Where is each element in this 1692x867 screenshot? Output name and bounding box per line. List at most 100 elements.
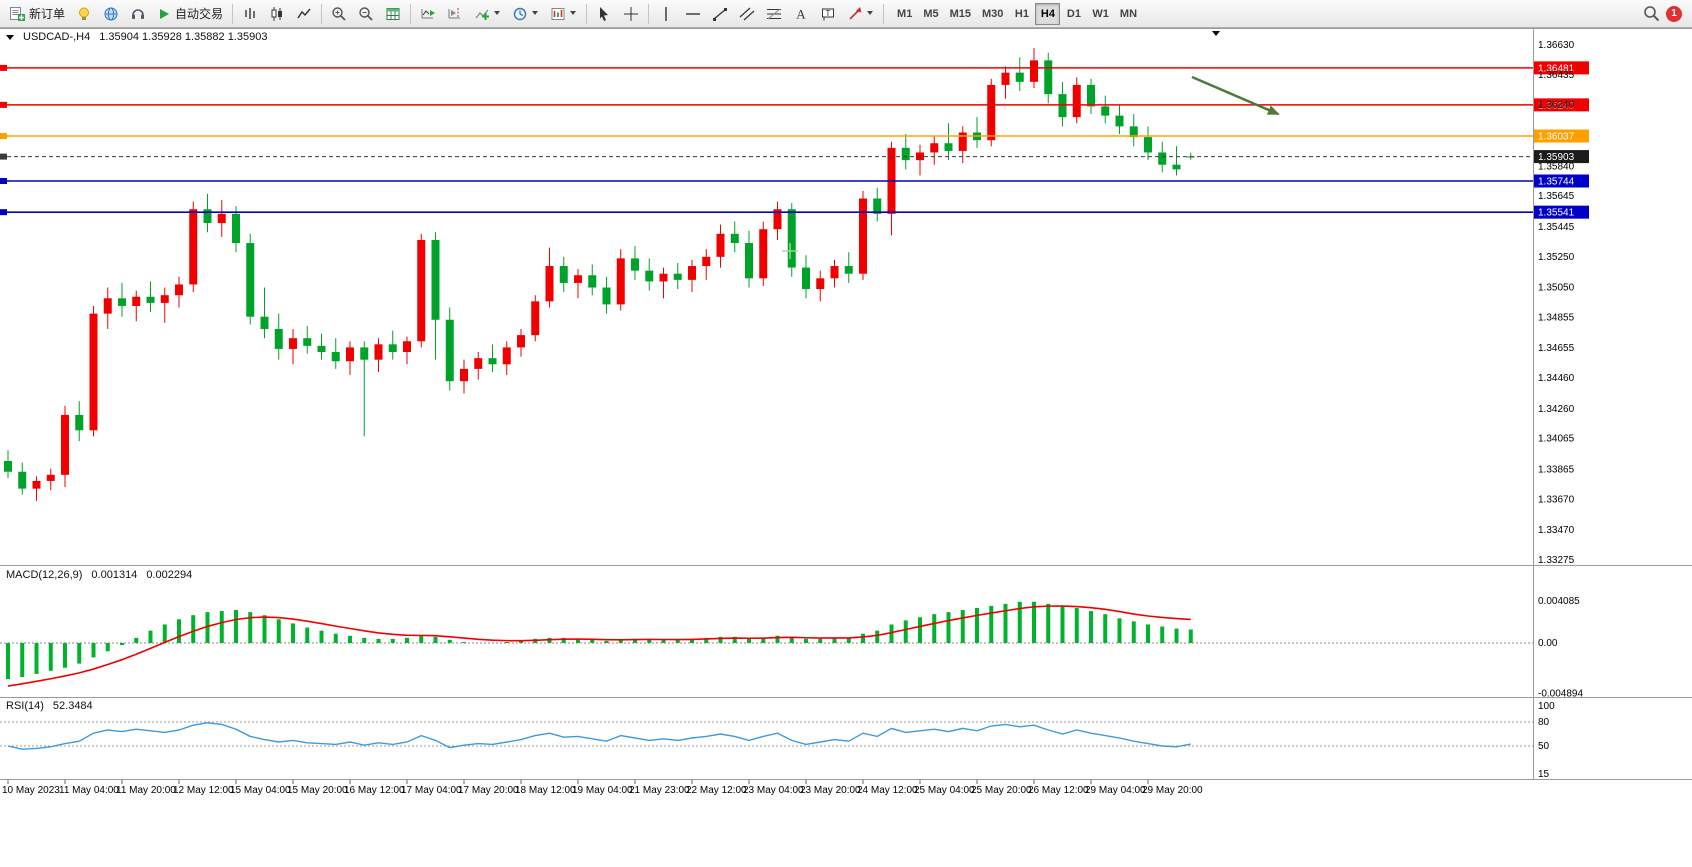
- timeframe-w1[interactable]: W1: [1087, 3, 1114, 25]
- indicators-icon: [475, 9, 490, 20]
- hlines-layer[interactable]: 1.36481 1.36240 1.36037 1.35744 1.35541 1.359…: [0, 61, 1589, 219]
- candles-layer: [4, 48, 1195, 501]
- rsi-label: RSI(14) 52.3484: [6, 700, 93, 712]
- periods-button[interactable]: [507, 2, 544, 26]
- timeframe-m1[interactable]: M1: [892, 3, 917, 25]
- headset-icon: [132, 8, 145, 19]
- cursor-tool-button[interactable]: [591, 2, 617, 26]
- svg-text:26 May 12:00: 26 May 12:00: [1028, 785, 1089, 796]
- svg-text:1.36037: 1.36037: [1538, 132, 1575, 143]
- svg-text:15 May 20:00: 15 May 20:00: [287, 785, 348, 796]
- zoom-out-icon: [359, 6, 373, 21]
- toolbar-separator: [232, 3, 234, 24]
- chevron-down-icon: [532, 11, 539, 15]
- rsi-name: RSI(14): [6, 700, 44, 712]
- line-chart-icon: [297, 8, 311, 18]
- timeframe-m30[interactable]: M30: [977, 3, 1008, 25]
- svg-text:T: T: [826, 8, 831, 17]
- bar-chart-mode-button[interactable]: [237, 2, 263, 26]
- trend-arrow: [1191, 75, 1280, 116]
- lightbulb-button[interactable]: [71, 2, 97, 26]
- play-icon: [160, 8, 170, 19]
- support-button[interactable]: [125, 2, 151, 26]
- svg-text:1.33275: 1.33275: [1538, 555, 1575, 566]
- chart-dropdown-icon[interactable]: [6, 34, 14, 40]
- fibonacci-tool-button[interactable]: [761, 2, 787, 26]
- svg-text:29 May 20:00: 29 May 20:00: [1142, 785, 1203, 796]
- crosshair-tool-button[interactable]: [618, 2, 644, 26]
- toolbar-separator: [586, 3, 588, 24]
- chart-shift-icon: [448, 7, 461, 18]
- template-icon: [551, 7, 565, 20]
- cursor-icon: [600, 6, 609, 21]
- text-tool-button[interactable]: A: [788, 2, 814, 26]
- zoom-out-button[interactable]: [353, 2, 379, 26]
- svg-text:1.36435: 1.36435: [1538, 70, 1575, 81]
- svg-text:25 May 20:00: 25 May 20:00: [971, 785, 1032, 796]
- auto-scroll-button[interactable]: [415, 2, 441, 26]
- panel-borders: [0, 28, 1692, 780]
- toolbar-separator: [321, 3, 323, 24]
- data-table-button[interactable]: [380, 2, 406, 26]
- timeframe-m5[interactable]: M5: [918, 3, 943, 25]
- chart-title: USDCAD-,H4 1.35904 1.35928 1.35882 1.359…: [6, 31, 267, 43]
- timeframe-h1[interactable]: H1: [1009, 3, 1034, 25]
- svg-text:1.35541: 1.35541: [1538, 208, 1575, 219]
- svg-text:10 May 2023: 10 May 2023: [2, 785, 60, 796]
- timeframe-m15[interactable]: M15: [945, 3, 976, 25]
- svg-text:1.35840: 1.35840: [1538, 161, 1575, 172]
- label-tool-button[interactable]: T: [815, 2, 841, 26]
- svg-text:50: 50: [1538, 741, 1550, 752]
- toolbar-separator: [410, 3, 412, 24]
- notification-badge[interactable]: 1: [1666, 5, 1682, 22]
- timeframe-mn[interactable]: MN: [1115, 3, 1142, 25]
- svg-text:15 May 04:00: 15 May 04:00: [230, 785, 291, 796]
- svg-text:1.33470: 1.33470: [1538, 525, 1575, 536]
- svg-text:19 May 04:00: 19 May 04:00: [572, 785, 633, 796]
- chart-ohlc: 1.35904 1.35928 1.35882 1.35903: [99, 31, 268, 43]
- indicators-button[interactable]: [469, 2, 506, 26]
- svg-text:1.35445: 1.35445: [1538, 222, 1575, 233]
- trendline-tool-button[interactable]: [707, 2, 733, 26]
- chevron-down-icon: [867, 11, 874, 15]
- svg-text:A: A: [796, 6, 806, 21]
- candlestick-mode-button[interactable]: [264, 2, 290, 26]
- svg-text:16 May 12:00: 16 May 12:00: [344, 785, 405, 796]
- zoom-in-button[interactable]: [326, 2, 352, 26]
- search-icon[interactable]: [1643, 5, 1660, 22]
- zoom-in-icon: [332, 6, 346, 21]
- svg-text:1.36240: 1.36240: [1538, 100, 1575, 111]
- templates-button[interactable]: [545, 2, 582, 26]
- lightbulb-icon: [79, 7, 90, 20]
- toolbar-separator: [883, 3, 885, 24]
- new-order-label: 新订单: [29, 7, 66, 21]
- arrows-tool-button[interactable]: [842, 2, 879, 26]
- horizontal-line-icon: [686, 12, 701, 15]
- line-chart-mode-button[interactable]: [291, 2, 317, 26]
- chevron-down-icon: [494, 11, 501, 15]
- svg-text:80: 80: [1538, 717, 1550, 728]
- rsi-panel: 100 80 50 15: [0, 701, 1555, 780]
- horizontal-line-tool-button[interactable]: [680, 2, 706, 26]
- candlestick-icon: [271, 6, 283, 21]
- crosshair-icon: [624, 6, 639, 21]
- svg-text:1.35903: 1.35903: [1538, 152, 1575, 163]
- autotrading-button[interactable]: 自动交易: [152, 2, 228, 26]
- timeframe-h4[interactable]: H4: [1035, 2, 1061, 25]
- chart-shift-button[interactable]: [442, 2, 468, 26]
- annotations-layer[interactable]: [782, 31, 1280, 259]
- new-order-button[interactable]: 新订单: [4, 2, 70, 26]
- timeframe-d1[interactable]: D1: [1061, 3, 1086, 25]
- vertical-line-icon: [665, 6, 667, 21]
- community-button[interactable]: [98, 2, 124, 26]
- new-order-icon: [10, 6, 25, 21]
- chevron-down-icon: [570, 11, 577, 15]
- channel-tool-button[interactable]: [734, 2, 760, 26]
- svg-text:100: 100: [1538, 701, 1555, 712]
- vertical-line-tool-button[interactable]: [653, 2, 679, 26]
- svg-text:1.34655: 1.34655: [1538, 343, 1575, 354]
- price-axis[interactable]: 1.36630 1.36435 1.36240 1.35840 1.35645 1.354…: [1538, 40, 1575, 566]
- macd-panel: 0.004085 0.00 -0.004894: [0, 596, 1583, 699]
